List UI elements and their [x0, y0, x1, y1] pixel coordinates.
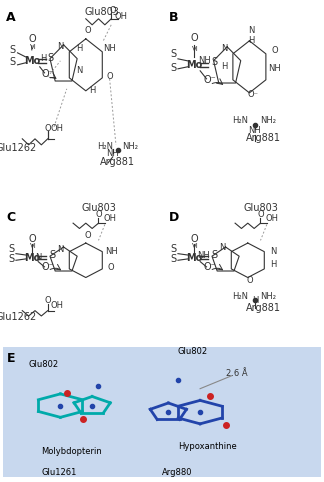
Text: VI: VI — [192, 46, 199, 52]
Text: NH: NH — [105, 247, 118, 255]
Text: Mo: Mo — [24, 56, 40, 66]
Text: B: B — [168, 11, 178, 24]
Text: O: O — [108, 263, 114, 271]
Text: H: H — [40, 54, 46, 63]
Text: OH: OH — [103, 214, 116, 223]
Text: H₂N: H₂N — [97, 142, 113, 151]
Text: O: O — [106, 72, 113, 81]
Text: Glu802: Glu802 — [29, 360, 59, 369]
Text: OH: OH — [51, 124, 64, 133]
Text: O: O — [44, 124, 51, 133]
Text: 2.6 Å: 2.6 Å — [226, 369, 247, 378]
Text: NH₂: NH₂ — [260, 116, 276, 125]
Text: S: S — [170, 244, 176, 254]
Text: N: N — [35, 253, 41, 262]
Text: E: E — [6, 352, 15, 365]
Text: O: O — [272, 46, 278, 55]
Text: Glu802: Glu802 — [178, 347, 208, 356]
Text: H: H — [252, 295, 258, 305]
Text: N: N — [248, 26, 254, 35]
Text: Arg881: Arg881 — [100, 157, 135, 167]
Text: Mo: Mo — [186, 253, 202, 263]
Text: VI: VI — [30, 243, 37, 249]
Text: O: O — [257, 210, 264, 218]
Text: O⁻: O⁻ — [247, 90, 258, 99]
Text: O: O — [28, 234, 36, 244]
Text: S: S — [8, 244, 14, 254]
Text: OH: OH — [114, 12, 127, 21]
Text: C: C — [6, 211, 16, 224]
Text: Arg881: Arg881 — [246, 303, 281, 313]
Text: O: O — [190, 33, 198, 43]
Text: OH: OH — [265, 214, 278, 223]
Text: S: S — [211, 57, 217, 67]
Text: N: N — [76, 66, 83, 75]
Text: Mo: Mo — [186, 60, 202, 70]
Text: O: O — [246, 276, 253, 285]
Text: H: H — [89, 86, 95, 95]
Text: Arg880: Arg880 — [162, 468, 192, 477]
Text: S: S — [170, 254, 176, 264]
Text: NH: NH — [106, 149, 119, 158]
Text: Glu803: Glu803 — [243, 203, 278, 213]
Text: NH₂: NH₂ — [122, 142, 138, 151]
Text: VI: VI — [30, 44, 37, 50]
Text: S: S — [8, 254, 14, 264]
Text: S: S — [49, 250, 55, 260]
Text: NH: NH — [199, 56, 211, 65]
Text: O: O — [190, 234, 198, 244]
Text: O⁻: O⁻ — [203, 262, 216, 271]
Text: A: A — [6, 11, 16, 24]
Text: O⁻: O⁻ — [41, 69, 54, 79]
Text: S: S — [48, 53, 54, 63]
Text: S: S — [170, 49, 176, 59]
Text: Glu1262: Glu1262 — [0, 312, 37, 322]
Text: N: N — [219, 242, 226, 252]
Text: O: O — [28, 34, 36, 44]
Text: S: S — [10, 45, 16, 55]
Text: O: O — [44, 295, 51, 305]
Text: NH: NH — [197, 251, 210, 260]
Text: Mo: Mo — [24, 253, 40, 263]
Text: H: H — [221, 62, 227, 71]
Text: Glu803: Glu803 — [84, 7, 119, 17]
Text: S: S — [10, 57, 16, 67]
Text: D: D — [168, 211, 179, 224]
Text: H: H — [270, 260, 276, 269]
Text: N: N — [57, 42, 64, 51]
Text: NH: NH — [268, 64, 281, 73]
Text: OH: OH — [51, 301, 64, 310]
Text: N: N — [270, 247, 276, 255]
Text: O: O — [84, 231, 91, 240]
Text: N: N — [221, 44, 227, 53]
Text: H: H — [76, 44, 83, 53]
Text: S: S — [211, 250, 217, 260]
Text: Molybdopterin: Molybdopterin — [41, 447, 102, 456]
Text: S: S — [170, 63, 176, 73]
Text: O⁻: O⁻ — [203, 75, 216, 85]
Text: Glu803: Glu803 — [81, 203, 116, 213]
Text: H: H — [248, 36, 254, 45]
Text: Glu1261: Glu1261 — [41, 468, 77, 477]
Text: NH: NH — [103, 44, 116, 53]
Text: O⁻: O⁻ — [41, 262, 54, 271]
Text: O: O — [84, 26, 91, 35]
Text: VI: VI — [192, 243, 199, 249]
Text: Arg881: Arg881 — [246, 133, 281, 143]
Text: NH₂: NH₂ — [260, 292, 276, 301]
Text: Glu1262: Glu1262 — [0, 143, 37, 153]
Text: O: O — [95, 210, 102, 218]
Text: N: N — [57, 245, 64, 254]
Text: O: O — [110, 6, 116, 15]
Text: H₂N: H₂N — [232, 116, 248, 125]
Text: NH: NH — [249, 126, 261, 135]
Text: Hypoxanthine: Hypoxanthine — [178, 442, 237, 451]
Text: H₂N: H₂N — [232, 292, 248, 301]
